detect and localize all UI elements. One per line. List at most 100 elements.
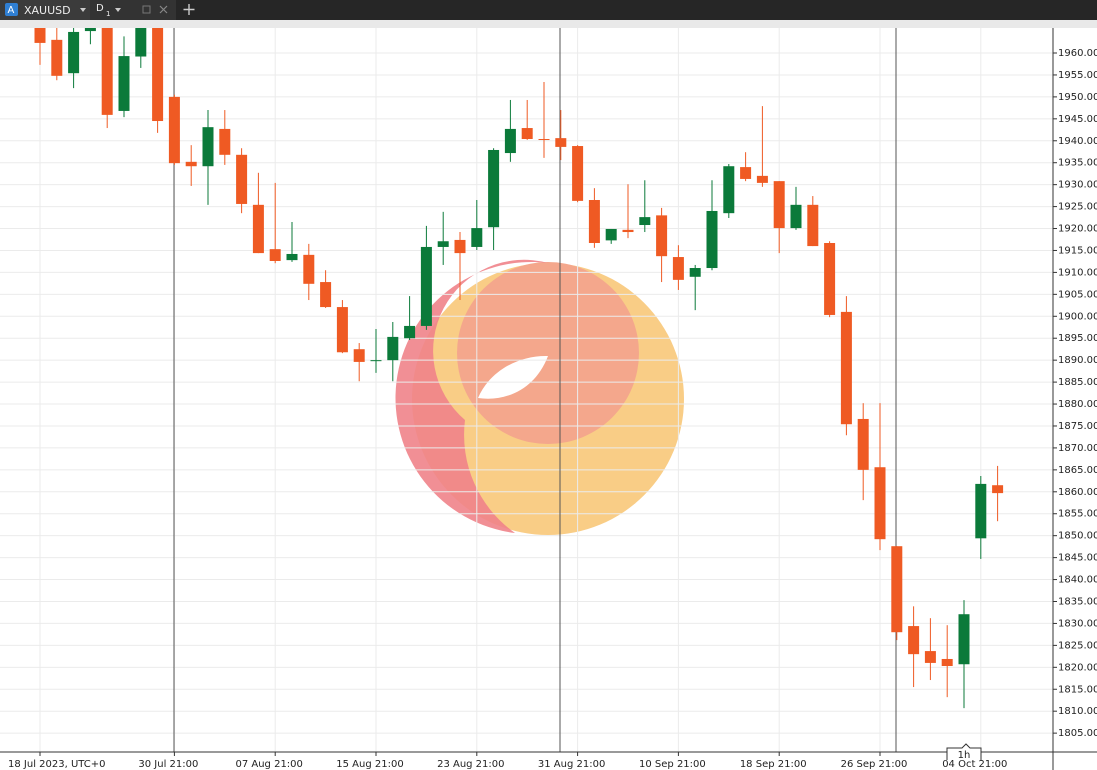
candle-body <box>454 239 466 254</box>
tab-bar-border <box>0 20 1097 28</box>
candle-body <box>874 467 886 540</box>
timeframe-dropdown[interactable] <box>115 8 121 12</box>
timeframe-tab[interactable] <box>90 0 176 20</box>
candle-body <box>420 246 432 326</box>
y-tick-label: 1870.00 <box>1058 443 1097 454</box>
timeframe-sub: 1 <box>106 10 110 18</box>
y-tick-label: 1890.00 <box>1058 355 1097 366</box>
candle-body <box>924 651 936 663</box>
candle-body <box>958 614 970 665</box>
x-tick-label: 23 Aug 21:00 <box>437 759 504 770</box>
y-tick-label: 1875.00 <box>1058 421 1097 432</box>
candle-body <box>252 204 264 254</box>
timeframe[interactable]: D <box>96 3 104 14</box>
candle-body <box>639 217 651 226</box>
y-tick-label: 1895.00 <box>1058 333 1097 344</box>
logo-inner <box>457 262 639 444</box>
logo-crescent <box>395 259 548 533</box>
y-tick-label: 1845.00 <box>1058 553 1097 564</box>
y-tick-label: 1840.00 <box>1058 575 1097 586</box>
candle-body <box>723 166 735 214</box>
y-tick-label: 1850.00 <box>1058 531 1097 542</box>
candle-body <box>504 128 516 154</box>
detach-icon[interactable] <box>142 5 151 14</box>
candle-body <box>336 307 348 353</box>
y-tick-label: 1885.00 <box>1058 377 1097 388</box>
x-tick-label: 10 Sep 21:00 <box>639 759 706 770</box>
candle-body <box>706 210 718 269</box>
candle-body <box>269 249 281 261</box>
symbol-dropdown[interactable] <box>80 8 86 12</box>
candle-body <box>689 268 701 277</box>
x-tick-label: 31 Aug 21:00 <box>538 759 605 770</box>
candle-body <box>992 485 1004 494</box>
candle-body <box>555 138 567 147</box>
candle-body <box>387 336 399 361</box>
candle-body <box>756 175 768 183</box>
candle-body <box>286 253 298 261</box>
candle-body <box>34 28 46 43</box>
candle-body <box>740 167 752 179</box>
y-tick-label: 1915.00 <box>1058 245 1097 256</box>
y-tick-label: 1825.00 <box>1058 640 1097 651</box>
candle-body <box>840 311 852 425</box>
candle-body <box>471 228 483 247</box>
y-tick-label: 1880.00 <box>1058 399 1097 410</box>
candle-body <box>370 360 382 362</box>
symbol[interactable]: XAUUSD <box>24 4 71 17</box>
timeframe-marker-box <box>946 743 982 760</box>
y-tick-label: 1860.00 <box>1058 487 1097 498</box>
candle-body <box>488 149 500 228</box>
candle-body <box>101 28 113 115</box>
x-tick-label: 15 Aug 21:00 <box>336 759 403 770</box>
x-tick-label: 04 Oct 21:00 <box>942 759 1007 770</box>
x-tick-label: 18 Jul 2023, UTC+0 <box>8 759 106 770</box>
candle-body <box>588 200 600 244</box>
y-tick-label: 1830.00 <box>1058 618 1097 629</box>
y-tick-label: 1920.00 <box>1058 224 1097 235</box>
timeframe-marker: 1h <box>958 750 971 761</box>
y-tick-label: 1805.00 <box>1058 728 1097 739</box>
axes: 1805.00 1810.00 1815.00 1820.00 1825.00 1830.… <box>8 48 1097 770</box>
candle-body <box>168 96 180 164</box>
y-tick-label: 1905.00 <box>1058 289 1097 300</box>
candle-body <box>185 161 197 167</box>
candle-body <box>572 146 584 201</box>
candle-body <box>891 546 903 633</box>
candle-body <box>975 483 987 539</box>
candle-body <box>773 181 785 229</box>
candle-body <box>521 128 533 140</box>
candle-body <box>353 349 365 362</box>
y-tick-label: 1950.00 <box>1058 92 1097 103</box>
candle-body <box>118 56 130 111</box>
y-tick-label: 1910.00 <box>1058 267 1097 278</box>
candle-body <box>605 228 617 241</box>
logo-hole <box>478 355 548 399</box>
y-tick-label: 1930.00 <box>1058 180 1097 191</box>
y-tick-label: 1925.00 <box>1058 202 1097 213</box>
candle-body <box>404 325 416 339</box>
symbol-icon <box>5 3 18 16</box>
y-tick-label: 1815.00 <box>1058 684 1097 695</box>
watermark-logo <box>395 259 684 535</box>
y-tick-label: 1935.00 <box>1058 158 1097 169</box>
candle-body <box>51 39 63 76</box>
x-tick-label: 18 Sep 21:00 <box>740 759 807 770</box>
y-tick-label: 1900.00 <box>1058 311 1097 322</box>
y-tick-label: 1960.00 <box>1058 48 1097 59</box>
candle-body <box>857 418 869 470</box>
candle-body <box>152 28 164 122</box>
y-tick-label: 1865.00 <box>1058 465 1097 476</box>
candle-body <box>790 204 802 229</box>
close-tab[interactable] <box>159 5 168 14</box>
candle-body <box>68 31 80 74</box>
y-tick-label: 1820.00 <box>1058 662 1097 673</box>
candle-body <box>824 243 836 315</box>
candle-body <box>622 229 634 233</box>
symbol-tab[interactable] <box>0 0 90 20</box>
candle-body <box>807 204 819 247</box>
new-tab[interactable] <box>183 4 195 15</box>
candle-body <box>941 658 953 666</box>
y-tick-label: 1940.00 <box>1058 136 1097 147</box>
